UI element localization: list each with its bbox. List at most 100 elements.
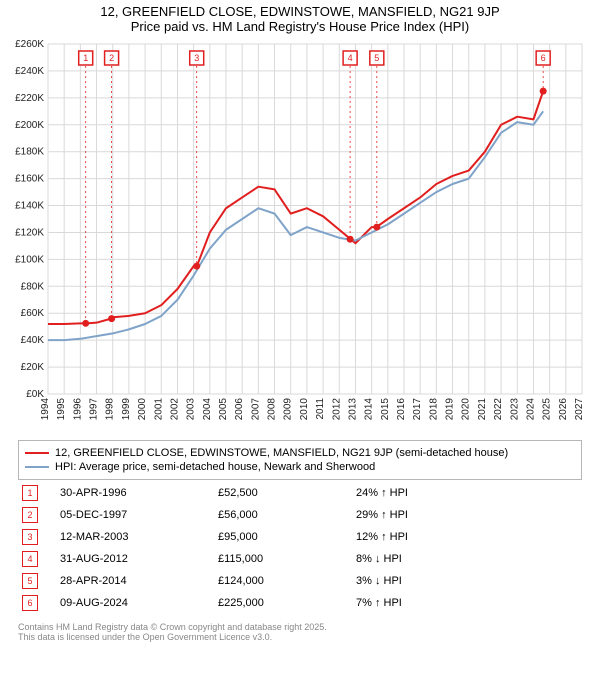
- y-tick-label: £40K: [21, 335, 45, 346]
- event-price: £56,000: [214, 504, 352, 526]
- marker-dot: [193, 263, 200, 270]
- x-tick-label: 1997: [89, 398, 100, 421]
- x-tick-label: 2023: [509, 398, 520, 421]
- legend-label: 12, GREENFIELD CLOSE, EDWINSTOWE, MANSFI…: [55, 447, 508, 459]
- event-price: £115,000: [214, 548, 352, 570]
- event-number: 1: [22, 485, 38, 501]
- event-number: 4: [22, 551, 38, 567]
- y-tick-label: £140K: [15, 201, 44, 212]
- x-tick-label: 2016: [396, 398, 407, 421]
- event-number: 6: [22, 595, 38, 611]
- event-row: 6 09-AUG-2024£225,0007% ↑ HPI: [18, 592, 582, 614]
- line-chart: £0K£20K£40K£60K£80K£100K£120K£140K£160K£…: [0, 34, 600, 434]
- y-tick-label: £160K: [15, 174, 44, 185]
- x-tick-label: 2013: [347, 398, 358, 421]
- x-tick-label: 2021: [477, 398, 488, 421]
- chart-titles: 12, GREENFIELD CLOSE, EDWINSTOWE, MANSFI…: [0, 0, 600, 34]
- event-delta: 8% ↓ HPI: [352, 548, 582, 570]
- x-tick-label: 2020: [461, 398, 472, 421]
- y-tick-label: £80K: [21, 281, 45, 292]
- event-delta: 12% ↑ HPI: [352, 526, 582, 548]
- event-date: 30-APR-1996: [56, 482, 214, 504]
- event-price: £95,000: [214, 526, 352, 548]
- event-delta: 29% ↑ HPI: [352, 504, 582, 526]
- legend-swatch: [25, 452, 49, 454]
- plot-area: [48, 44, 582, 394]
- events-table: 1 30-APR-1996£52,50024% ↑ HPI 2 05-DEC-1997…: [18, 482, 582, 614]
- x-tick-label: 2001: [153, 398, 164, 421]
- event-date: 31-AUG-2012: [56, 548, 214, 570]
- event-delta: 24% ↑ HPI: [352, 482, 582, 504]
- x-tick-label: 2024: [525, 398, 536, 421]
- footer-line2: This data is licensed under the Open Gov…: [18, 632, 582, 642]
- title-line2: Price paid vs. HM Land Registry's House …: [0, 19, 600, 34]
- x-tick-label: 2026: [558, 398, 569, 421]
- marker-number: 5: [374, 53, 379, 63]
- legend-swatch: [25, 466, 49, 468]
- x-tick-label: 2015: [380, 398, 391, 421]
- event-price: £124,000: [214, 570, 352, 592]
- event-delta: 7% ↑ HPI: [352, 592, 582, 614]
- y-tick-label: £220K: [15, 93, 44, 104]
- marker-number: 1: [83, 53, 88, 63]
- x-tick-label: 2006: [234, 398, 245, 421]
- x-tick-label: 2027: [574, 398, 585, 421]
- y-tick-label: £100K: [15, 254, 44, 265]
- x-tick-label: 1994: [40, 398, 51, 421]
- x-tick-label: 2000: [137, 398, 148, 421]
- x-tick-label: 2019: [445, 398, 456, 421]
- y-tick-label: £200K: [15, 120, 44, 131]
- y-tick-label: £60K: [21, 308, 45, 319]
- x-tick-label: 1996: [72, 398, 83, 421]
- marker-number: 3: [194, 53, 199, 63]
- footer: Contains HM Land Registry data © Crown c…: [18, 622, 582, 642]
- event-row: 1 30-APR-1996£52,50024% ↑ HPI: [18, 482, 582, 504]
- x-tick-label: 2011: [315, 398, 326, 420]
- legend: 12, GREENFIELD CLOSE, EDWINSTOWE, MANSFI…: [18, 440, 582, 480]
- event-price: £52,500: [214, 482, 352, 504]
- x-tick-label: 2022: [493, 398, 504, 421]
- x-tick-label: 2004: [202, 398, 213, 421]
- event-delta: 3% ↓ HPI: [352, 570, 582, 592]
- legend-label: HPI: Average price, semi-detached house,…: [55, 461, 375, 473]
- event-price: £225,000: [214, 592, 352, 614]
- marker-dot: [373, 224, 380, 231]
- event-date: 12-MAR-2003: [56, 526, 214, 548]
- x-tick-label: 2003: [186, 398, 197, 421]
- x-tick-label: 2017: [412, 398, 423, 421]
- x-tick-label: 2002: [169, 398, 180, 421]
- x-tick-label: 2009: [283, 398, 294, 421]
- event-date: 09-AUG-2024: [56, 592, 214, 614]
- x-tick-label: 1995: [56, 398, 67, 421]
- event-number: 3: [22, 529, 38, 545]
- marker-dot: [540, 88, 547, 95]
- y-tick-label: £20K: [21, 362, 45, 373]
- event-row: 4 31-AUG-2012£115,0008% ↓ HPI: [18, 548, 582, 570]
- x-tick-label: 1998: [105, 398, 116, 421]
- marker-number: 6: [541, 53, 546, 63]
- y-tick-label: £120K: [15, 227, 44, 238]
- marker-dot: [108, 315, 115, 322]
- marker-number: 4: [348, 53, 353, 63]
- event-row: 5 28-APR-2014£124,0003% ↓ HPI: [18, 570, 582, 592]
- event-number: 2: [22, 507, 38, 523]
- event-date: 05-DEC-1997: [56, 504, 214, 526]
- y-tick-label: £240K: [15, 66, 44, 77]
- legend-row: 12, GREENFIELD CLOSE, EDWINSTOWE, MANSFI…: [25, 447, 575, 459]
- x-tick-label: 2010: [299, 398, 310, 421]
- event-row: 2 05-DEC-1997£56,00029% ↑ HPI: [18, 504, 582, 526]
- x-tick-label: 2025: [542, 398, 553, 421]
- y-tick-label: £260K: [15, 39, 44, 50]
- event-row: 3 12-MAR-2003£95,00012% ↑ HPI: [18, 526, 582, 548]
- y-tick-label: £180K: [15, 147, 44, 158]
- x-tick-label: 2018: [428, 398, 439, 421]
- event-date: 28-APR-2014: [56, 570, 214, 592]
- marker-dot: [82, 320, 89, 327]
- marker-dot: [347, 236, 354, 243]
- x-tick-label: 2012: [331, 398, 342, 421]
- event-number: 5: [22, 573, 38, 589]
- legend-row: HPI: Average price, semi-detached house,…: [25, 461, 575, 473]
- x-tick-label: 2014: [364, 398, 375, 421]
- x-tick-label: 2005: [218, 398, 229, 421]
- x-tick-label: 1999: [121, 398, 132, 421]
